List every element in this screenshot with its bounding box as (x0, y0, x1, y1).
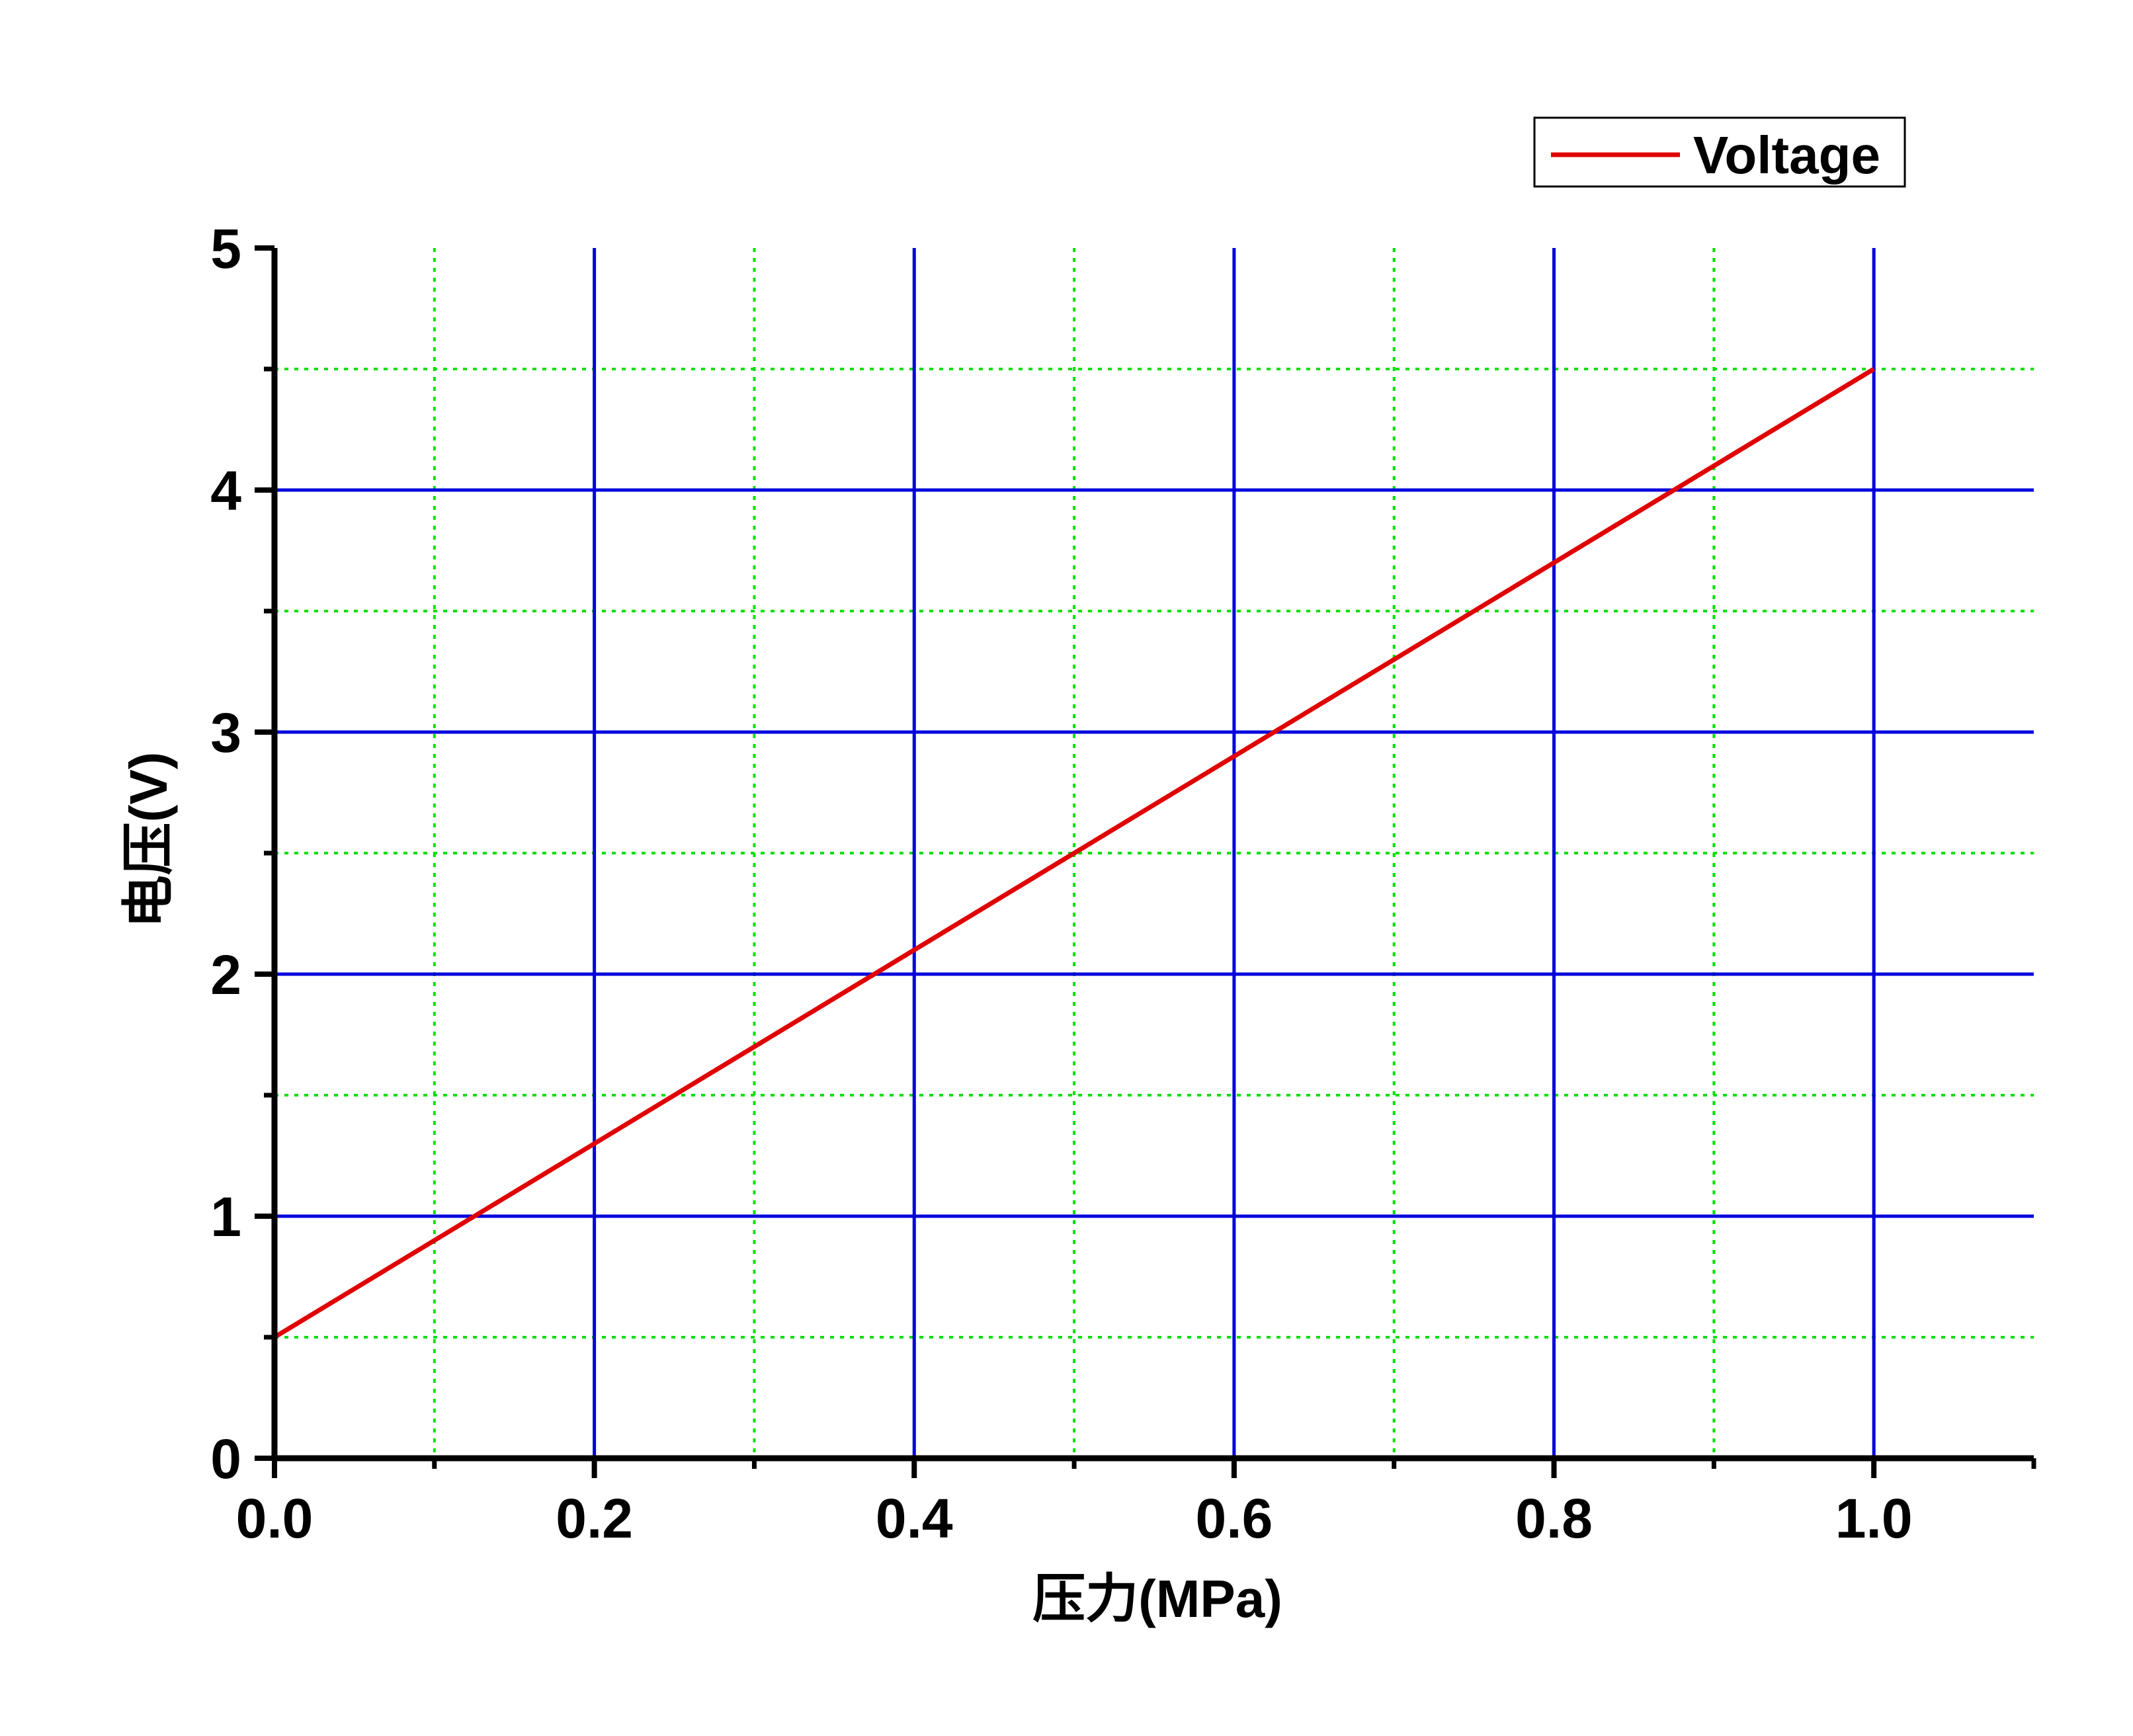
x-tick-label: 0.2 (556, 1487, 633, 1550)
x-tick-label: 0.6 (1196, 1487, 1273, 1550)
y-tick-label: 2 (210, 944, 241, 1006)
tick-labels: 0.0 0.2 0.4 0.6 0.8 1.0 0 1 2 3 4 5 (210, 218, 1912, 1550)
y-tick-label: 0 (210, 1428, 241, 1490)
legend-label-voltage: Voltage (1693, 126, 1880, 185)
y-tick-label: 3 (210, 702, 241, 764)
y-axis-title: 电压(V) (119, 752, 178, 929)
legend: Voltage (1533, 116, 1906, 188)
y-tick-label: 1 (210, 1186, 241, 1248)
y-tick-label: 5 (210, 218, 241, 280)
x-tick-label: 0.8 (1515, 1487, 1593, 1550)
x-tick-label: 0.4 (876, 1487, 953, 1550)
series-layer (273, 367, 1875, 1339)
legend-box (1533, 116, 1906, 188)
series-line-voltage (273, 367, 1875, 1339)
major-grid (274, 248, 2034, 1458)
y-tick-label: 4 (210, 460, 241, 522)
axes (255, 245, 2036, 1478)
x-axis-title: 压力(MPa) (1032, 1569, 1282, 1628)
x-tick-label: 1.0 (1835, 1487, 1913, 1550)
x-tick-label: 0.0 (236, 1487, 314, 1550)
